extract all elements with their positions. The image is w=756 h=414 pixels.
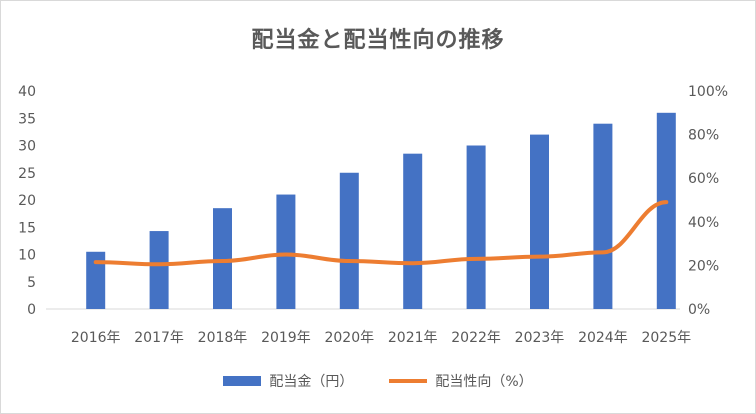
bar [86,251,106,309]
bar [466,145,486,309]
chart-title: 配当金と配当性向の推移 [251,28,505,53]
line-point [222,260,223,262]
line-point [412,262,414,264]
legend-item-payout: 配当性向（%） [389,371,533,391]
right-tick-label: 40% [688,215,719,231]
legend-label-dividend: 配当金（円） [269,374,354,390]
bar [530,134,549,309]
x-tick-label: 2025年 [641,330,691,346]
bar [656,112,676,309]
legend-swatch-bar [223,376,262,386]
right-tick-label: 100% [688,84,728,100]
line-point [602,251,604,253]
line-point [285,254,287,255]
x-tick-label: 2022年 [451,330,501,346]
x-tick-label: 2021年 [388,330,438,346]
x-tick-label: 2023年 [515,330,565,346]
line-point [475,258,477,260]
left-tick-label: 20 [18,193,36,209]
bar [339,172,359,309]
left-tick-label: 15 [18,220,36,236]
legend-item-dividend: 配当金（円） [223,371,353,391]
left-tick-label: 25 [18,166,36,182]
right-tick-label: 80% [688,128,719,144]
bar [213,208,232,309]
bar [149,231,169,309]
x-tick-label: 2016年 [71,330,121,346]
bar [593,123,613,309]
line-series [93,200,669,267]
line-point [348,260,350,262]
x-tick-label: 2024年 [578,330,628,346]
x-tick-label: 2017年 [134,330,184,346]
legend: 配当金（円） 配当性向（%） [0,371,756,391]
left-tick-label: 0 [27,302,36,318]
left-tick-label: 40 [18,84,36,100]
legend-label-payout: 配当性向（%） [435,374,533,390]
x-axis-ticks: 2016年 2017年 2018年 2019年 2020年 2021年 2022年 2023年… [71,330,691,346]
right-tick-label: 20% [688,258,719,274]
left-tick-label: 5 [27,275,36,291]
bar-series [86,112,676,309]
line-point [665,201,667,203]
right-tick-label: 0% [688,302,710,318]
right-axis-ticks: 0% 20% 40% 60% 80% 100% [688,84,728,318]
left-axis-ticks: 0 5 10 15 20 25 30 35 40 [18,84,36,318]
bar [276,194,296,309]
line-point [158,263,160,265]
payout-line [93,200,669,267]
bar [403,153,423,309]
legend-swatch-line [389,379,428,383]
left-tick-label: 10 [18,248,36,264]
left-tick-label: 30 [18,139,36,155]
x-tick-label: 2019年 [261,330,311,346]
line-point [539,256,540,258]
right-tick-label: 60% [688,171,719,187]
left-tick-label: 35 [18,111,36,127]
x-tick-label: 2020年 [324,330,374,346]
x-tick-label: 2018年 [198,330,248,346]
line-point [95,261,97,263]
